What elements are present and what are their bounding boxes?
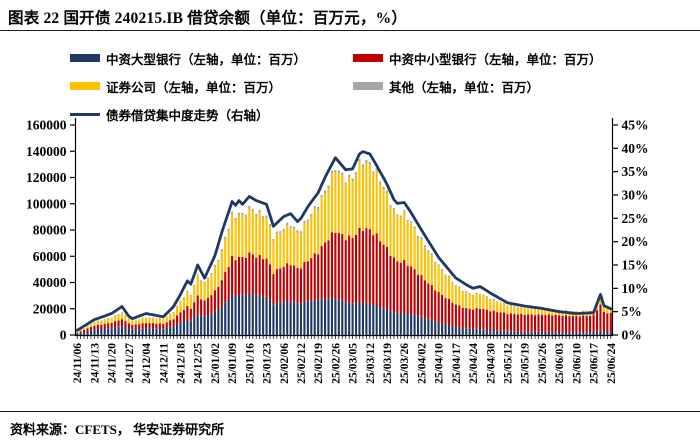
- svg-text:25/02/06: 25/02/06: [279, 343, 291, 384]
- svg-text:25/03/05: 25/03/05: [348, 343, 360, 384]
- x-axis-ticks: [76, 336, 612, 339]
- svg-text:40%: 40%: [622, 141, 649, 156]
- chart-title: 图表 22 国开债 240215.IB 借贷余额（单位：百万元，%）: [8, 10, 408, 27]
- svg-text:24/12/25: 24/12/25: [193, 343, 205, 384]
- legend-item-small-mid-banks: 中资中小型银行（左轴，单位：百万）: [353, 50, 602, 67]
- svg-text:25/05/19: 25/05/19: [520, 343, 532, 384]
- legend-item-others: 其他（左轴，单位：百万）: [353, 78, 540, 95]
- svg-text:25/05/12: 25/05/12: [503, 343, 515, 384]
- legend-label-securities: 证券公司（左轴，单位：百万）: [106, 80, 282, 95]
- legend-swatch-trend-line: [70, 112, 100, 116]
- title-rule: [0, 30, 700, 31]
- svg-text:45%: 45%: [622, 118, 649, 133]
- legend-item-trend-line: 债券借贷集中度走势（右轴）: [70, 106, 269, 123]
- svg-text:24/12/04: 24/12/04: [141, 343, 153, 384]
- trend-line: [75, 150, 613, 332]
- svg-text:25/06/24: 25/06/24: [606, 343, 618, 384]
- svg-text:0%: 0%: [622, 328, 642, 343]
- legend-label-large-banks: 中资大型银行（左轴，单位：百万）: [106, 52, 307, 67]
- svg-text:24/11/20: 24/11/20: [107, 343, 119, 384]
- x-axis-labels: 24/11/06 24/11/13 24/11/20 24/11/27 24/12/04…: [72, 343, 618, 384]
- legend-label-others: 其他（左轴，单位：百万）: [389, 80, 540, 95]
- svg-text:25/06/03: 25/06/03: [554, 343, 566, 384]
- svg-text:120000: 120000: [26, 170, 67, 185]
- svg-text:25/04/30: 25/04/30: [485, 343, 497, 384]
- svg-text:24/12/11: 24/12/11: [158, 343, 170, 384]
- svg-text:24/11/27: 24/11/27: [124, 343, 136, 384]
- svg-text:25/01/23: 25/01/23: [262, 343, 274, 384]
- svg-text:25/04/02: 25/04/02: [416, 343, 428, 384]
- svg-text:35%: 35%: [622, 164, 649, 179]
- legend-label-trend-line: 债券借贷集中度走势（右轴）: [106, 108, 269, 123]
- svg-text:25/06/10: 25/06/10: [571, 343, 583, 384]
- legend-swatch-small-mid-banks: [353, 54, 383, 62]
- right-axis-ticks: 0% 5% 10% 15% 20% 25% 30% 35% 40% 45%: [612, 118, 649, 343]
- svg-text:25/03/12: 25/03/12: [365, 343, 377, 384]
- svg-text:160000: 160000: [26, 118, 67, 133]
- svg-text:25/04/10: 25/04/10: [434, 343, 446, 384]
- svg-text:25/06/17: 25/06/17: [589, 343, 601, 384]
- svg-text:5%: 5%: [622, 304, 642, 319]
- svg-text:25/04/24: 25/04/24: [468, 343, 480, 384]
- svg-text:0: 0: [60, 328, 67, 343]
- svg-text:25/01/02: 25/01/02: [210, 343, 222, 384]
- svg-text:25/05/26: 25/05/26: [537, 343, 549, 384]
- svg-text:25/03/26: 25/03/26: [399, 343, 411, 384]
- svg-text:100000: 100000: [26, 196, 67, 211]
- svg-text:25/01/16: 25/01/16: [244, 343, 256, 384]
- legend-item-large-banks: 中资大型银行（左轴，单位：百万）: [70, 50, 307, 67]
- svg-text:24/11/13: 24/11/13: [89, 343, 101, 384]
- svg-text:25/04/17: 25/04/17: [451, 343, 463, 384]
- svg-text:25/02/12: 25/02/12: [296, 343, 308, 384]
- svg-text:40000: 40000: [33, 275, 67, 290]
- svg-text:80000: 80000: [33, 223, 67, 238]
- svg-text:140000: 140000: [26, 144, 67, 159]
- svg-text:60000: 60000: [33, 249, 67, 264]
- axes: [74, 118, 614, 337]
- svg-text:25/01/09: 25/01/09: [227, 343, 239, 384]
- stacked-bars: [76, 159, 612, 335]
- svg-text:25/03/19: 25/03/19: [382, 343, 394, 384]
- svg-text:20000: 20000: [33, 301, 67, 316]
- legend-label-small-mid-banks: 中资中小型银行（左轴，单位：百万）: [389, 52, 602, 67]
- svg-text:24/12/18: 24/12/18: [175, 343, 187, 384]
- svg-text:30%: 30%: [622, 188, 649, 203]
- svg-text:25/02/26: 25/02/26: [330, 343, 342, 384]
- svg-text:24/11/06: 24/11/06: [72, 343, 84, 384]
- svg-text:15%: 15%: [622, 258, 649, 273]
- chart-legend: 中资大型银行（左轴，单位：百万） 中资中小型银行（左轴，单位：百万） 证券公司（…: [0, 0, 700, 123]
- svg-text:25%: 25%: [622, 211, 649, 226]
- svg-text:20%: 20%: [622, 234, 649, 249]
- source-note: 资料来源：CFETS， 华安证券研究所: [10, 422, 225, 437]
- left-axis-ticks: 0 20000 40000 60000 80000 100000 120000 140000 1…: [26, 118, 76, 343]
- footer-rule: [0, 411, 700, 412]
- legend-swatch-large-banks: [70, 54, 100, 62]
- svg-text:10%: 10%: [622, 281, 649, 296]
- svg-text:25/02/19: 25/02/19: [313, 343, 325, 384]
- legend-swatch-securities: [70, 82, 100, 90]
- legend-swatch-others: [353, 82, 383, 90]
- legend-item-securities: 证券公司（左轴，单位：百万）: [70, 78, 282, 95]
